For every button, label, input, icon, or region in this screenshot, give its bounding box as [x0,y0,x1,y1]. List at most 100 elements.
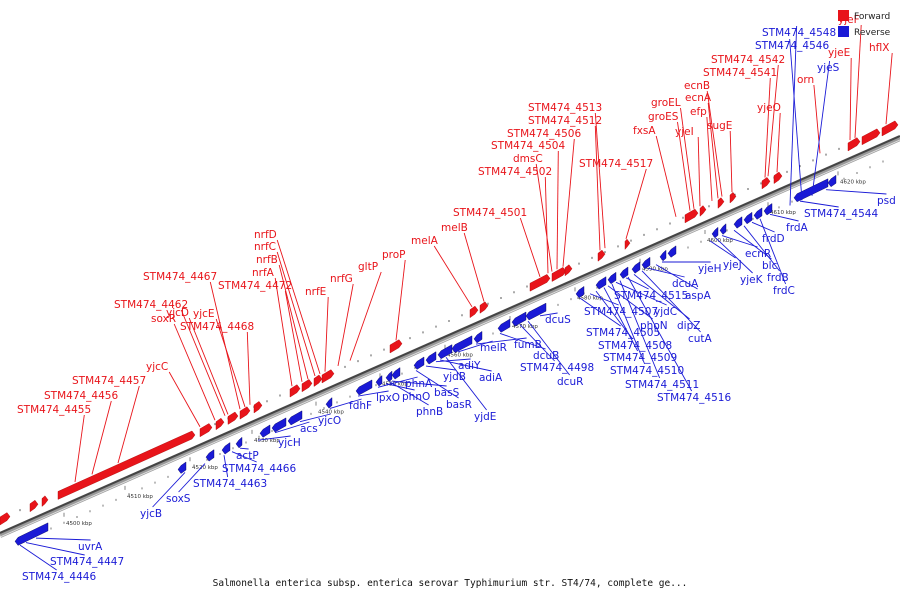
forward-leader-line [594,112,606,249]
forward-gene-block [564,264,573,277]
forward-leader-line [519,217,541,277]
forward-gene-label: yjcD [166,307,189,319]
forward-gene-label: proP [382,249,406,261]
forward-leader-line [246,331,251,405]
forward-leader-line [706,116,713,201]
reverse-gene-block [719,223,727,235]
reverse-gene-block [511,311,527,327]
forward-gene-label: yjcE [193,308,215,320]
scale-tick-label: 4580 kbp [577,295,603,301]
forward-leader-line [854,24,862,138]
forward-leader-line [74,414,85,482]
forward-gene-label: nrfB [256,254,278,266]
reverse-gene-label: STM474_4446 [22,571,96,583]
forward-gene-label: groEL [651,97,681,109]
forward-leader-line [324,296,329,372]
forward-leader-line [544,176,549,274]
reverse-leader-line [299,413,331,423]
forward-gene-block [699,205,707,217]
forward-leader-line [655,135,677,217]
forward-leader-line [697,136,701,207]
forward-gene-label: efp [690,106,707,118]
reverse-gene-block [413,356,425,370]
forward-gene-label: STM474_4513 [528,102,602,114]
reverse-gene-block [631,261,641,274]
forward-leader-line [764,77,771,178]
reverse-leader-line [627,276,693,392]
reverse-gene-label: yjcB [140,508,162,520]
reverse-gene-label: frdD [762,233,785,245]
reverse-gene-label: psd [877,195,896,207]
scale-tick-label: 4530 kbp [254,438,280,444]
reverse-gene-label: fumB [514,339,542,351]
reverse-gene-label: cutA [688,333,713,345]
reverse-leader-line [178,463,206,493]
forward-gene-label: sugE [707,120,732,132]
forward-gene-label: nrfC [254,241,276,253]
forward-leader-line [349,271,382,361]
reverse-gene-label: dcuA [672,278,699,290]
scale-tick-label: 4520 kbp [192,465,218,471]
reverse-leader-line [709,240,736,259]
reverse-gene-block [391,367,401,380]
forward-gene-label: nrfA [252,267,275,279]
reverse-leader-line [625,277,649,290]
reverse-gene-label: soxS [166,493,191,505]
reverse-gene-label: melR [480,342,507,354]
reverse-gene-label: dcuB [533,350,559,362]
forward-leader-line [395,259,406,341]
reverse-gene-block [437,344,453,360]
reverse-gene-block [525,302,547,321]
forward-gene-block [289,384,301,398]
reverse-leader-line [499,333,546,350]
scale-tick-label: 4570 kbp [512,324,538,330]
reverse-gene-block [385,370,393,383]
forward-gene-block [479,301,489,314]
scale-tick-label: 4540 kbp [318,410,344,416]
forward-gene-label: ecnA [685,92,712,104]
reverse-gene-label: phoN [640,320,668,332]
forward-gene-block [773,171,783,184]
forward-gene-block [551,267,567,282]
reverse-leader-line [377,376,418,388]
forward-gene-label: hflX [869,42,889,54]
forward-gene-label: STM474_4501 [453,207,527,219]
reverse-leader-line [641,270,701,333]
reverse-gene-label: STM474_4447 [50,556,124,568]
reverse-gene-label: phnA [405,378,433,390]
gene-blocks [0,120,899,546]
reverse-gene-label: STM474_4505 [586,327,660,339]
reverse-leader-line [329,398,362,409]
reverse-leader-line [799,200,839,208]
reverse-gene-block [711,226,719,239]
forward-leader-line [677,121,691,211]
forward-leader-line [849,57,852,141]
reverse-gene-block [753,207,763,220]
reverse-gene-block [497,318,511,333]
reverse-gene-block [575,286,585,299]
forward-gene-label: STM474_4456 [44,390,118,402]
reverse-gene-label: yjdB [443,371,466,383]
forward-leader-line [91,400,112,475]
reverse-gene-label: basS [434,387,460,399]
forward-gene-label: yjeO [757,102,781,114]
forward-gene-block [29,499,39,513]
forward-gene-label: STM474_4506 [507,128,581,140]
reverse-leader-line [435,358,471,363]
reverse-leader-line [239,447,249,450]
legend-reverse-swatch [838,26,849,37]
reverse-gene-label: STM474_4546 [755,40,829,52]
reverse-gene-block [607,271,617,285]
reverse-gene-block [325,397,333,409]
forward-gene-label: yjcC [146,361,168,373]
reverse-gene-label: ecnR [745,248,771,260]
reverse-gene-block [743,211,753,225]
reverse-gene-block [451,335,473,353]
scale-tick-label: 4620 kbp [840,179,866,185]
forward-gene-block [847,137,861,152]
reverse-leader-line [789,25,798,206]
forward-leader-line [274,277,293,387]
reverse-leader-line [425,365,456,371]
forward-gene-block [227,411,239,425]
reverse-gene-label: phnO [402,391,430,403]
